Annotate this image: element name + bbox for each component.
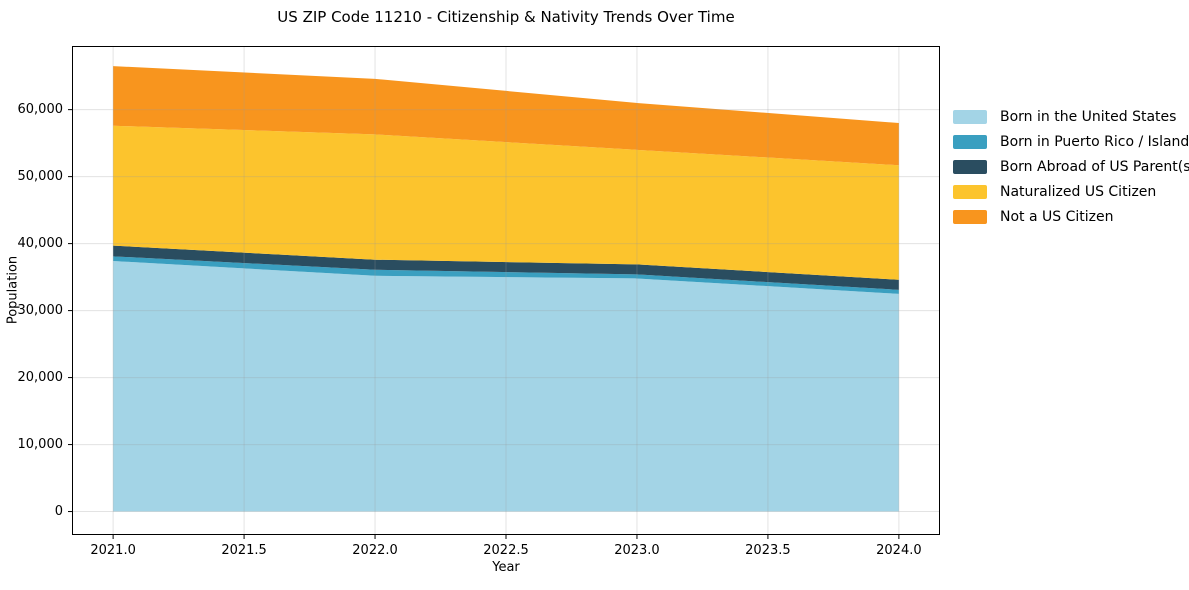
legend-swatch-puerto-rico-islands xyxy=(953,135,987,149)
y-tick-label: 30,000 xyxy=(17,302,64,318)
y-tick-label: 40,000 xyxy=(17,235,64,251)
plot-area xyxy=(68,46,940,539)
x-tick-label: 2021.5 xyxy=(221,543,267,558)
legend-label: Born in the United States xyxy=(1000,109,1177,125)
legend-swatch-naturalized xyxy=(953,185,987,199)
x-tick-label: 2023.0 xyxy=(614,543,660,558)
y-tick-label: 0 xyxy=(54,503,63,519)
x-tick-label: 2023.5 xyxy=(745,543,791,558)
legend-swatch-born-in-us xyxy=(953,110,987,124)
chart-title: US ZIP Code 11210 - Citizenship & Nativi… xyxy=(277,8,735,26)
y-tick-label: 50,000 xyxy=(17,168,64,184)
x-tick-label: 2022.5 xyxy=(483,543,529,558)
y-tick-label: 20,000 xyxy=(17,369,64,385)
legend-item: Born in Puerto Rico / Islands xyxy=(953,134,1189,150)
x-tick-label: 2021.0 xyxy=(90,543,136,558)
y-tick-label: 60,000 xyxy=(17,101,64,117)
x-tick-label: 2022.0 xyxy=(352,543,398,558)
plot-border xyxy=(72,46,940,535)
legend-label: Not a US Citizen xyxy=(1000,209,1114,225)
x-tick-label: 2024.0 xyxy=(876,543,922,558)
y-tick-label: 10,000 xyxy=(17,436,64,452)
area-born-abroad-of-us-parent-s xyxy=(113,245,899,290)
legend-item: Naturalized US Citizen xyxy=(953,184,1189,200)
legend-label: Born in Puerto Rico / Islands xyxy=(1000,134,1189,150)
area-born-in-the-united-states xyxy=(113,261,899,512)
legend-item: Born Abroad of US Parent(s) xyxy=(953,159,1189,175)
legend-swatch-born-abroad xyxy=(953,160,987,174)
legend: Born in the United States Born in Puerto… xyxy=(953,109,1189,234)
area-not-a-us-citizen xyxy=(113,66,899,166)
legend-label: Naturalized US Citizen xyxy=(1000,184,1157,200)
x-axis-label: Year xyxy=(492,560,520,575)
area-born-in-puerto-rico-islands xyxy=(113,256,899,294)
legend-label: Born Abroad of US Parent(s) xyxy=(1000,159,1189,175)
legend-item: Born in the United States xyxy=(953,109,1189,125)
legend-item: Not a US Citizen xyxy=(953,209,1189,225)
legend-swatch-not-citizen xyxy=(953,210,987,224)
area-naturalized-us-citizen xyxy=(113,125,899,280)
